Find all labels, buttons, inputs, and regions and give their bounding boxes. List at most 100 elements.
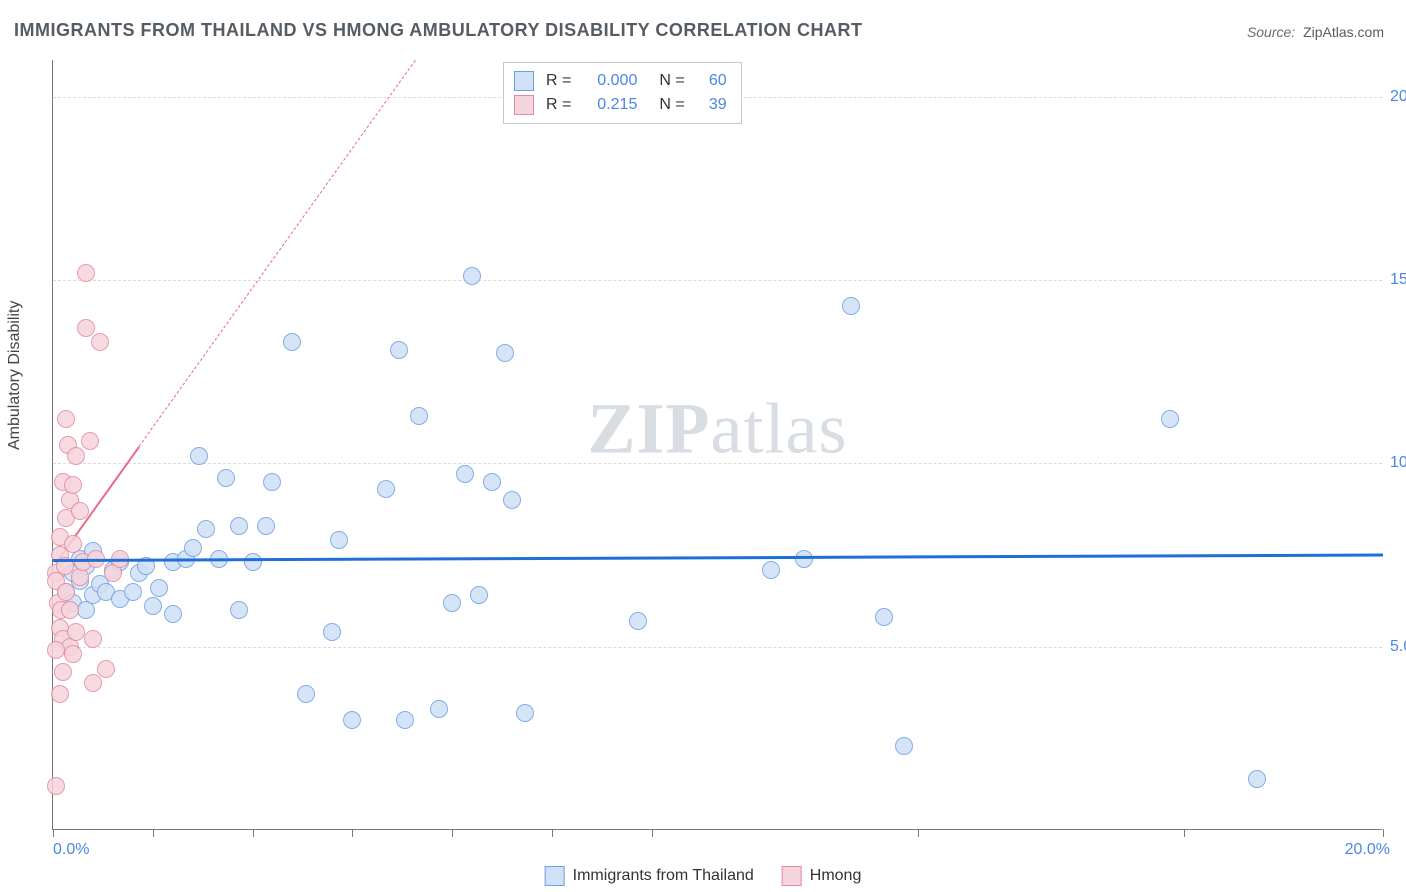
scatter-point (629, 612, 647, 630)
chart-container: IMMIGRANTS FROM THAILAND VS HMONG AMBULA… (0, 0, 1406, 892)
legend-series-label: Hmong (810, 867, 862, 885)
scatter-point (164, 605, 182, 623)
scatter-point (377, 480, 395, 498)
watermark-rest: atlas (711, 389, 848, 469)
scatter-point (257, 517, 275, 535)
scatter-point (396, 711, 414, 729)
scatter-point (283, 333, 301, 351)
scatter-point (67, 447, 85, 465)
scatter-point (875, 608, 893, 626)
scatter-point (67, 623, 85, 641)
scatter-point (150, 579, 168, 597)
chart-title: IMMIGRANTS FROM THAILAND VS HMONG AMBULA… (14, 20, 862, 41)
scatter-point (197, 520, 215, 538)
scatter-point (263, 473, 281, 491)
scatter-point (244, 553, 262, 571)
scatter-point (762, 561, 780, 579)
y-tick-label: 15.0% (1390, 271, 1406, 289)
scatter-point (71, 502, 89, 520)
bottom-legend-item: Immigrants from Thailand (545, 866, 754, 886)
legend-swatch (782, 866, 802, 886)
y-tick-label: 10.0% (1390, 454, 1406, 472)
legend-series-label: Immigrants from Thailand (573, 867, 754, 885)
scatter-point (77, 319, 95, 337)
x-tick (652, 829, 653, 837)
scatter-point (516, 704, 534, 722)
source-label: Source: (1247, 24, 1295, 40)
scatter-point (483, 473, 501, 491)
scatter-point (190, 447, 208, 465)
x-tick (352, 829, 353, 837)
source-value: ZipAtlas.com (1303, 24, 1384, 40)
scatter-point (390, 341, 408, 359)
scatter-point (323, 623, 341, 641)
scatter-point (463, 267, 481, 285)
scatter-point (470, 586, 488, 604)
y-tick-label: 5.0% (1390, 638, 1406, 656)
plot-area: ZIPatlas 5.0%10.0%15.0%20.0%0.0%20.0%R =… (52, 60, 1382, 830)
scatter-point (61, 601, 79, 619)
scatter-point (47, 777, 65, 795)
legend-row: R =0.215N =39 (514, 93, 727, 117)
x-tick (53, 829, 54, 837)
gridline-h (53, 280, 1382, 281)
y-axis-label: Ambulatory Disability (6, 301, 24, 450)
source-attribution: Source: ZipAtlas.com (1247, 24, 1384, 40)
trend-line (139, 60, 416, 447)
scatter-point (343, 711, 361, 729)
x-tick (452, 829, 453, 837)
x-tick (918, 829, 919, 837)
scatter-point (64, 535, 82, 553)
scatter-point (330, 531, 348, 549)
scatter-point (230, 601, 248, 619)
x-axis-label-min: 0.0% (53, 841, 89, 859)
gridline-h (53, 647, 1382, 648)
scatter-point (91, 333, 109, 351)
legend-n-label: N = (659, 96, 684, 114)
scatter-point (57, 583, 75, 601)
scatter-point (84, 674, 102, 692)
scatter-point (64, 645, 82, 663)
scatter-point (443, 594, 461, 612)
scatter-point (1248, 770, 1266, 788)
scatter-point (1161, 410, 1179, 428)
scatter-point (496, 344, 514, 362)
scatter-point (217, 469, 235, 487)
gridline-h (53, 463, 1382, 464)
x-tick (1184, 829, 1185, 837)
scatter-point (430, 700, 448, 718)
legend-r-label: R = (546, 96, 571, 114)
scatter-point (842, 297, 860, 315)
legend-swatch (545, 866, 565, 886)
x-tick (1383, 829, 1384, 837)
bottom-legend: Immigrants from Thailand Hmong (545, 866, 862, 886)
scatter-point (456, 465, 474, 483)
x-axis-label-max: 20.0% (1345, 841, 1390, 859)
scatter-point (57, 410, 75, 428)
correlation-legend: R =0.000N =60R =0.215N =39 (503, 62, 742, 124)
scatter-point (81, 432, 99, 450)
scatter-point (77, 264, 95, 282)
scatter-point (51, 685, 69, 703)
scatter-point (124, 583, 142, 601)
scatter-point (184, 539, 202, 557)
legend-n-label: N = (659, 72, 684, 90)
scatter-point (230, 517, 248, 535)
watermark: ZIPatlas (588, 388, 848, 471)
watermark-bold: ZIP (588, 389, 711, 469)
legend-n-value: 60 (697, 72, 727, 90)
legend-swatch (514, 71, 534, 91)
scatter-point (297, 685, 315, 703)
scatter-point (410, 407, 428, 425)
legend-r-value: 0.000 (583, 72, 637, 90)
legend-row: R = 0.000 N = 60 (514, 69, 727, 93)
scatter-point (97, 660, 115, 678)
scatter-point (64, 476, 82, 494)
x-tick (552, 829, 553, 837)
scatter-point (47, 641, 65, 659)
legend-r-label: R = (546, 72, 571, 90)
x-tick (153, 829, 154, 837)
legend-r-value: 0.215 (583, 96, 637, 114)
legend-swatch (514, 95, 534, 115)
scatter-point (503, 491, 521, 509)
